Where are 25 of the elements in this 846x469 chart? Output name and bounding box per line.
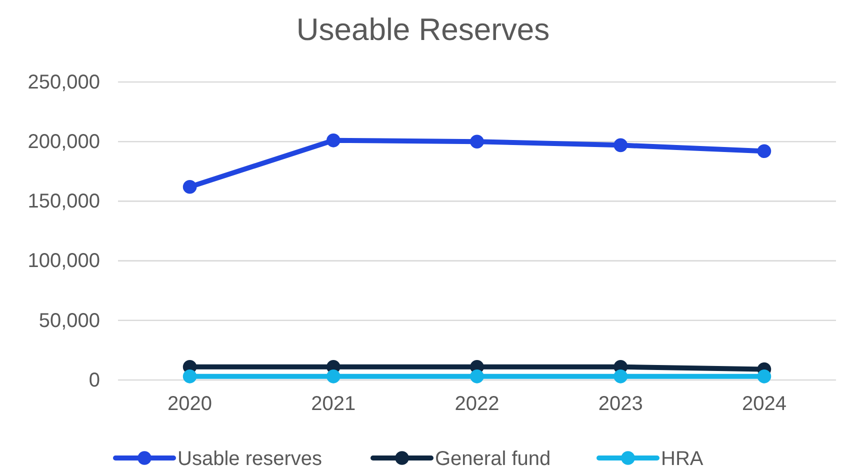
y-tick-label: 0	[88, 369, 100, 392]
x-tick-label: 2021	[311, 393, 356, 416]
y-tick-label: 250,000	[28, 71, 100, 94]
legend-label: General fund	[435, 448, 551, 469]
point	[470, 370, 484, 384]
point	[182, 180, 197, 194]
point	[326, 134, 340, 148]
y-tick-label: 200,000	[28, 131, 100, 153]
x-tick-label: 2020	[168, 393, 212, 416]
point	[182, 370, 197, 384]
point	[614, 370, 628, 384]
legend-label: Usable reserves	[178, 448, 322, 469]
point	[757, 144, 772, 158]
x-tick-label: 2022	[454, 393, 500, 416]
y-tick-label: 50,000	[38, 310, 100, 332]
legend-label: HRA	[661, 448, 704, 469]
x-tick-label: 2024	[742, 393, 786, 416]
chart-title: Useable Reserves	[296, 12, 550, 47]
y-tick-label: 100,000	[28, 250, 100, 272]
point	[470, 134, 484, 148]
y-tick-label: 150,000	[28, 190, 100, 213]
point	[326, 370, 340, 384]
point	[614, 138, 628, 152]
point	[757, 370, 772, 384]
x-tick-label: 2023	[598, 393, 643, 416]
